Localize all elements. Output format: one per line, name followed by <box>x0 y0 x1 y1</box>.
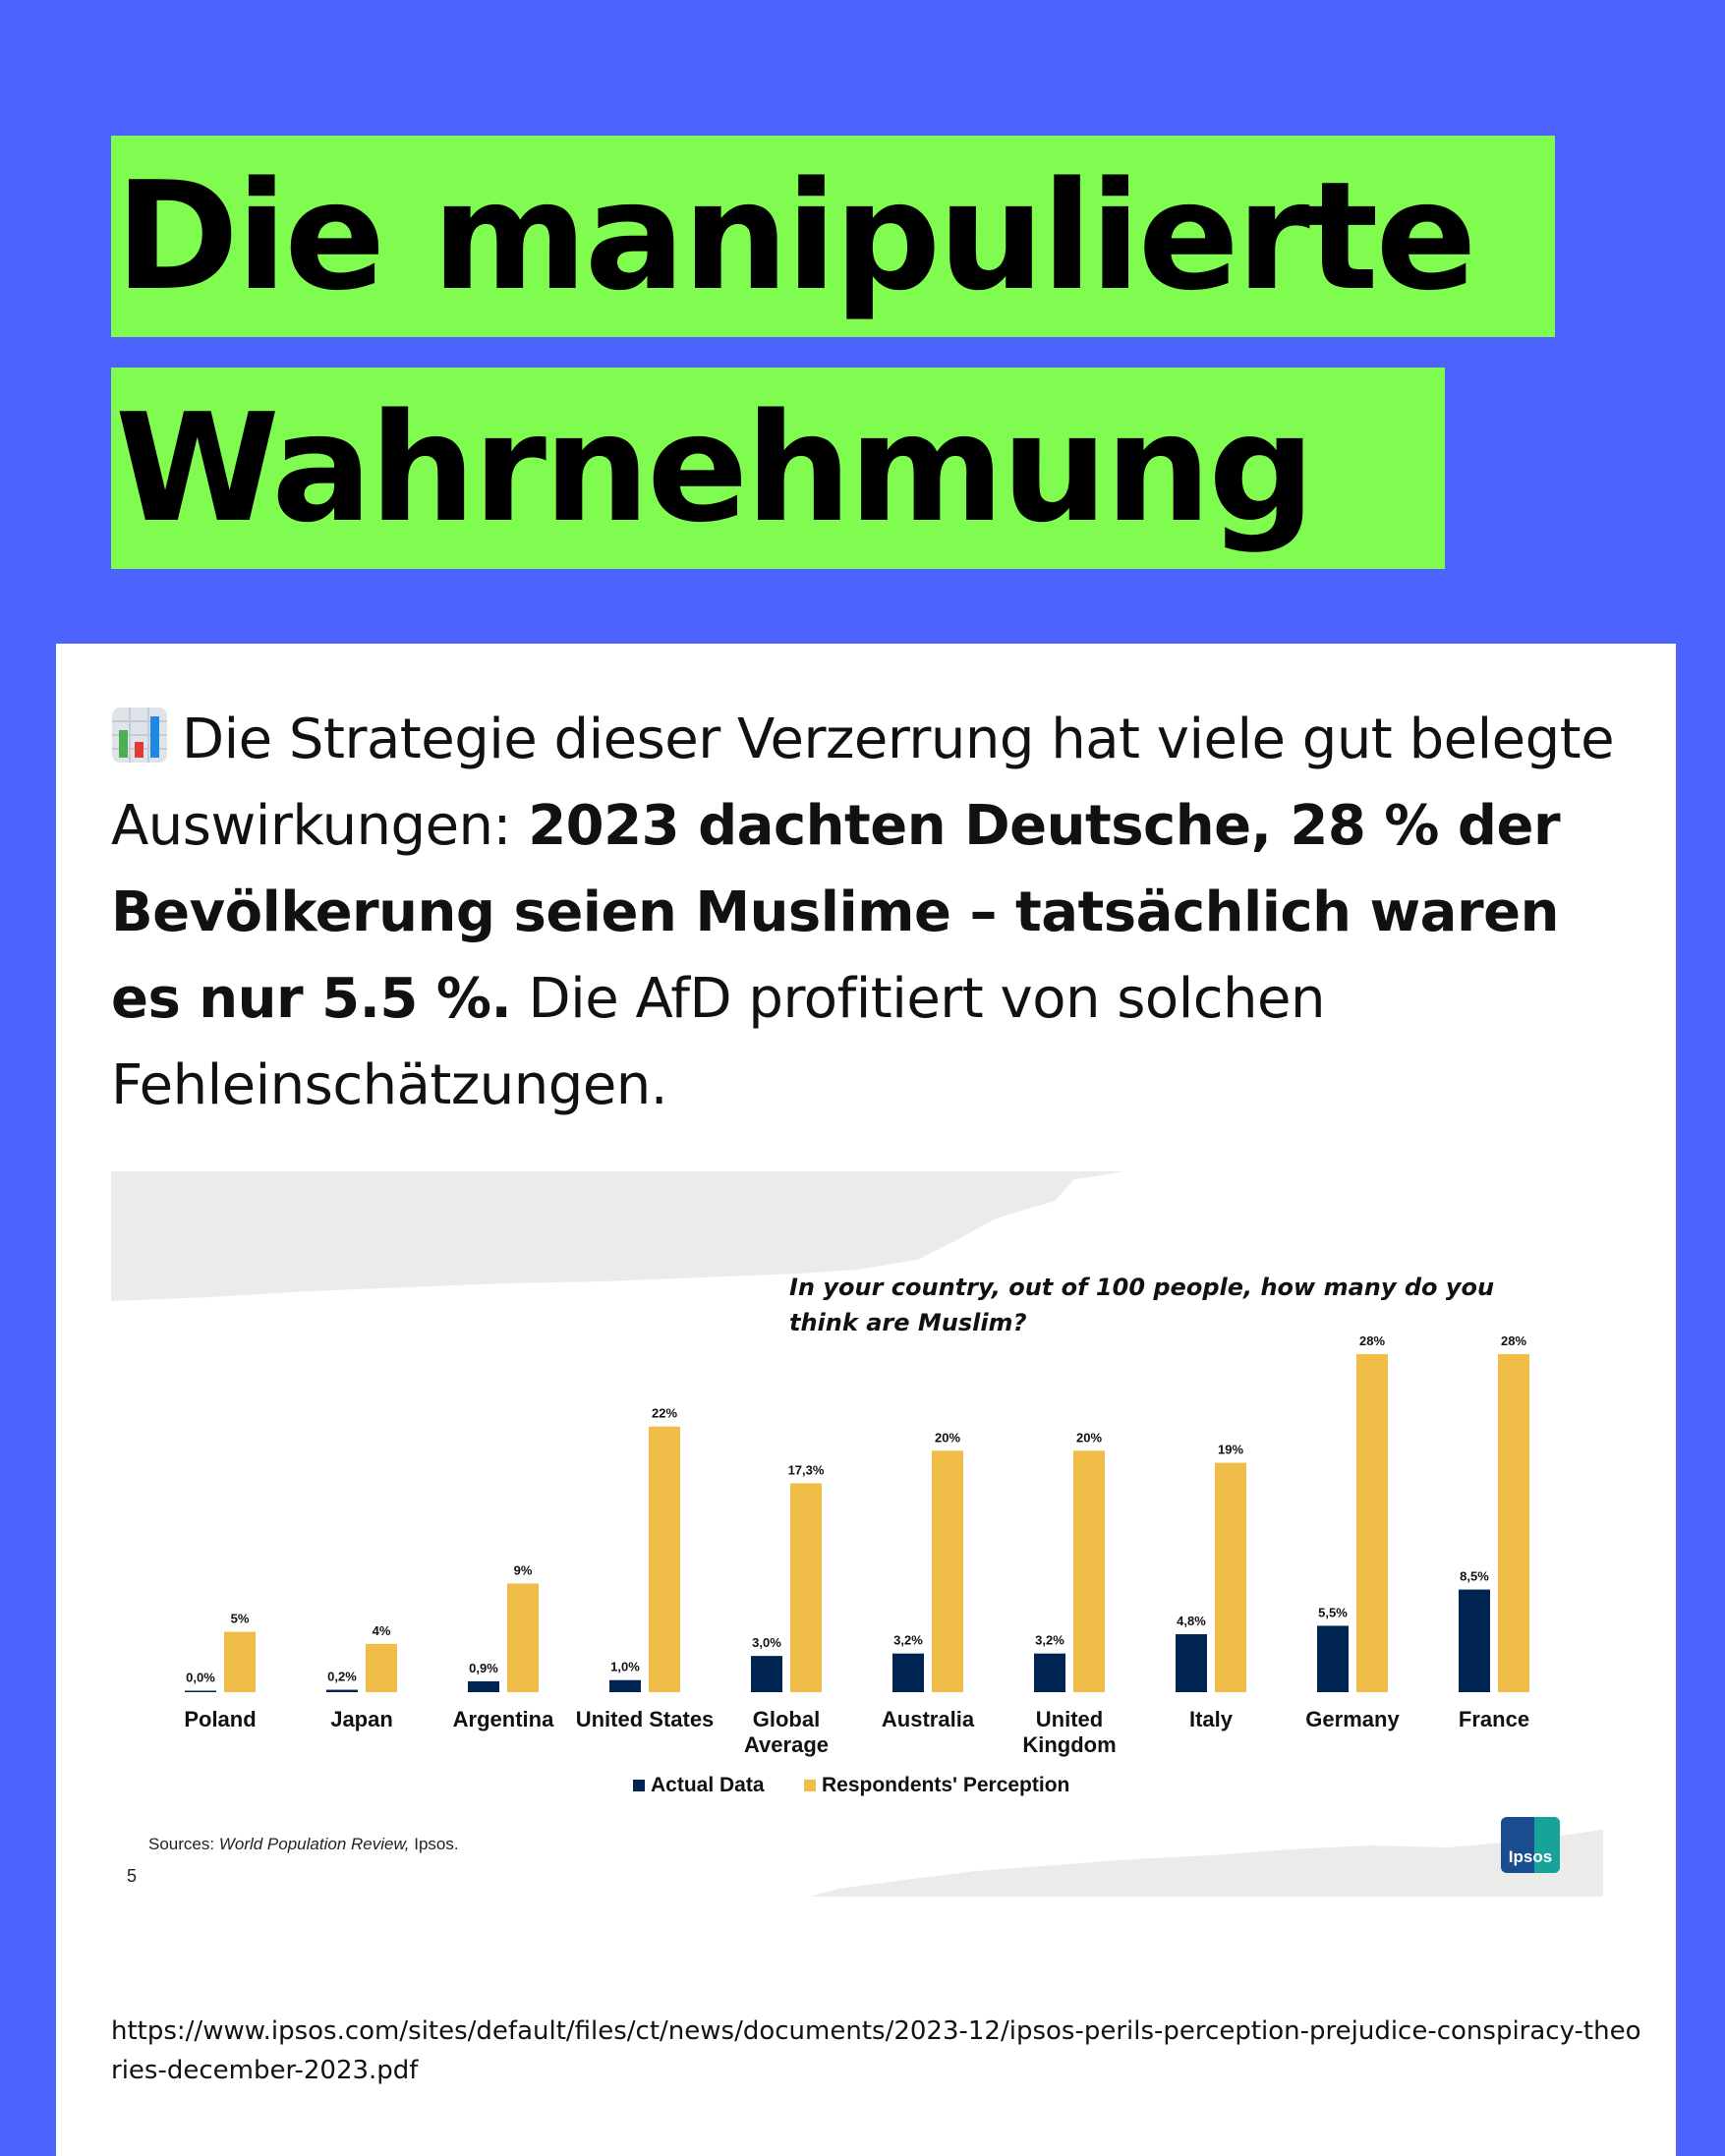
category-label-6-line2: Kingdom <box>1022 1732 1116 1757</box>
bar-perception-9 <box>1498 1354 1529 1692</box>
intro-text-bold: 2023 dachten Deutsche, 28 % der Bevölker… <box>111 794 1561 1031</box>
content-card: Die Strategie dieser Verzerrung hat viel… <box>56 644 1676 2156</box>
legend-label-actual: Actual Data <box>651 1774 765 1796</box>
bar-perception-8 <box>1356 1354 1388 1692</box>
bar-perception-1 <box>366 1643 397 1692</box>
bar-actual-7 <box>1176 1634 1207 1692</box>
category-label-4: Global <box>753 1707 820 1731</box>
torn-paper-bottom <box>809 1830 1603 1897</box>
bar-perception-4 <box>790 1483 822 1692</box>
category-label-6: United <box>1036 1707 1103 1731</box>
page-number: 5 <box>127 1866 138 1886</box>
data-label-perception-6: 20% <box>1076 1430 1102 1445</box>
bar-actual-9 <box>1459 1589 1490 1692</box>
bar-perception-3 <box>649 1426 680 1692</box>
category-label-3: United States <box>576 1707 715 1731</box>
data-label-actual-6: 3,2% <box>1035 1633 1064 1648</box>
data-label-actual-5: 3,2% <box>893 1633 923 1648</box>
data-label-perception-3: 22% <box>652 1406 677 1421</box>
category-label-4-line2: Average <box>744 1732 829 1757</box>
data-label-perception-1: 4% <box>373 1623 391 1638</box>
data-label-actual-1: 0,2% <box>327 1670 357 1684</box>
category-label-2: Argentina <box>453 1707 554 1731</box>
torn-paper-top <box>111 1171 1123 1301</box>
data-label-actual-3: 1,0% <box>610 1660 640 1674</box>
category-label-5: Australia <box>882 1707 975 1731</box>
data-label-perception-7: 19% <box>1218 1443 1243 1457</box>
category-label-7: Italy <box>1189 1707 1234 1731</box>
bar-perception-2 <box>507 1583 539 1692</box>
intro-text-regular-2: Die AfD profitiert von solchen Fehleinsc… <box>111 967 1325 1117</box>
data-label-perception-9: 28% <box>1501 1333 1526 1348</box>
legend-swatch-perception <box>804 1780 816 1791</box>
data-label-actual-9: 8,5% <box>1460 1569 1489 1584</box>
title-line-1: Die manipulierte <box>111 136 1555 337</box>
data-label-perception-4: 17,3% <box>788 1462 825 1477</box>
category-label-8: Germany <box>1305 1707 1400 1731</box>
bar-perception-0 <box>224 1631 256 1692</box>
data-label-actual-8: 5,5% <box>1318 1605 1348 1619</box>
data-label-actual-7: 4,8% <box>1177 1614 1206 1628</box>
data-label-perception-5: 20% <box>935 1430 960 1445</box>
bar-actual-3 <box>609 1679 641 1692</box>
data-label-perception-0: 5% <box>231 1612 250 1626</box>
bar-actual-5 <box>892 1653 924 1692</box>
legend-label-perception: Respondents' Perception <box>822 1774 1069 1796</box>
title-line-2: Wahrnehmung <box>111 368 1445 569</box>
bar-actual-0 <box>185 1690 216 1692</box>
chart-image: 0,0% 5% Poland 0,2% 4% Japan 0,9% 9% Argentina 1,… <box>111 1171 1603 1897</box>
chart-title: In your country, out of 100 people, how … <box>789 1274 1495 1336</box>
bar-chart-emoji-icon <box>112 708 167 763</box>
intro-paragraph: Die Strategie dieser Verzerrung hat viel… <box>111 697 1644 1129</box>
source-url: https://www.ipsos.com/sites/default/file… <box>111 2016 1641 2085</box>
bar-actual-8 <box>1317 1625 1349 1692</box>
intro-text-regular-1: Die Strategie dieser Verzerrung hat viel… <box>111 708 1615 858</box>
data-label-perception-2: 9% <box>514 1562 533 1577</box>
bar-actual-4 <box>751 1656 782 1692</box>
legend-swatch-actual <box>633 1780 645 1791</box>
bar-actual-2 <box>468 1680 499 1692</box>
category-label-1: Japan <box>330 1707 393 1731</box>
category-label-9: France <box>1459 1707 1529 1731</box>
bars-group: 0,0% 5% Poland 0,2% 4% Japan 0,9% 9% Argentina 1,… <box>184 1333 1529 1757</box>
data-label-actual-2: 0,9% <box>469 1661 498 1675</box>
bar-actual-1 <box>326 1689 358 1692</box>
bar-perception-7 <box>1215 1462 1246 1692</box>
data-label-actual-4: 3,0% <box>752 1635 781 1650</box>
bar-perception-6 <box>1073 1450 1105 1692</box>
bar-perception-5 <box>932 1450 963 1692</box>
bar-actual-6 <box>1034 1653 1065 1692</box>
category-label-0: Poland <box>184 1707 256 1731</box>
data-label-perception-8: 28% <box>1359 1333 1385 1348</box>
data-label-actual-0: 0,0% <box>186 1671 215 1685</box>
chart-sources: Sources: World Population Review, Ipsos. <box>148 1835 459 1853</box>
legend: Actual Data Respondents' Perception <box>633 1774 1069 1796</box>
ipsos-logo: Ipsos <box>1501 1817 1560 1873</box>
chart-svg: 0,0% 5% Poland 0,2% 4% Japan 0,9% 9% Argentina 1,… <box>111 1171 1603 1897</box>
